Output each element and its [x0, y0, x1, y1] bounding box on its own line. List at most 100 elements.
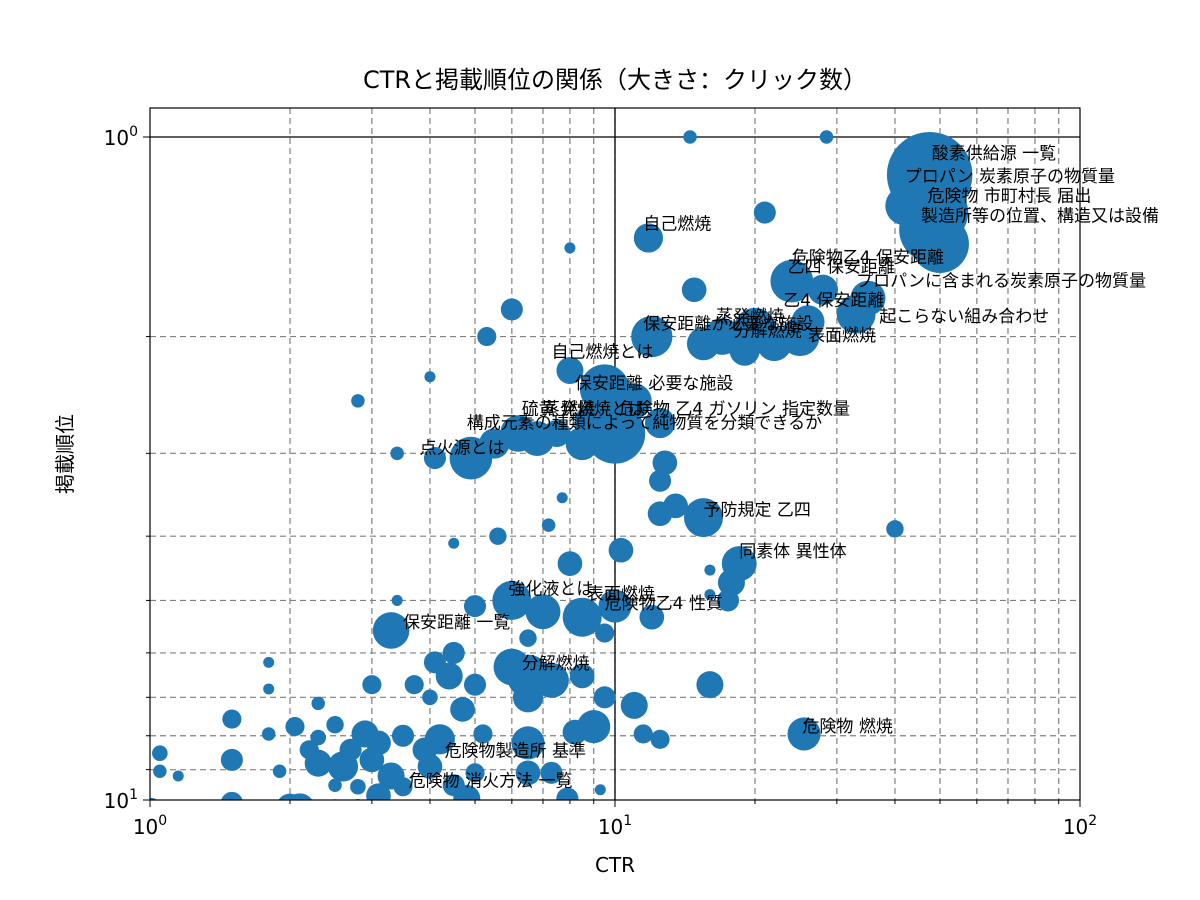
y-axis-label: 掲載順位: [53, 414, 77, 494]
data-point: [391, 594, 403, 606]
point-annotation: 蒸発燃焼とは: [543, 399, 645, 419]
data-point: [511, 726, 545, 760]
data-point: [633, 223, 664, 253]
data-point: [593, 686, 616, 709]
data-point: [328, 778, 342, 792]
data-point: [423, 651, 446, 674]
point-annotation: 乙四 保安距離: [788, 257, 895, 277]
data-point: [704, 564, 716, 576]
data-point: [222, 709, 242, 729]
data-point: [819, 130, 834, 144]
point-annotation: 危険物 市町村長 届出: [928, 186, 1092, 206]
data-point: [569, 663, 595, 689]
data-point: [299, 740, 319, 760]
point-annotation: 製造所等の位置、構造又は設備: [921, 206, 1159, 226]
data-point: [753, 201, 776, 224]
data-point: [770, 259, 814, 303]
data-point: [911, 215, 969, 273]
data-point: [525, 594, 561, 630]
point-annotation: 起こらない組み合わせ: [879, 307, 1049, 327]
point-annotation: 分解燃焼: [522, 654, 590, 674]
data-point: [556, 492, 568, 504]
point-annotation: 危険物 乙4 ガソリン 指定数量: [619, 399, 850, 419]
data-point: [686, 327, 721, 361]
data-point: [519, 629, 537, 647]
point-annotation: 乙4 保安距離: [783, 291, 884, 311]
data-point: [310, 729, 327, 746]
data-point: [683, 130, 697, 144]
data-point: [616, 383, 652, 419]
point-annotation: 酸素供給源 一覧: [932, 144, 1056, 164]
data-point: [716, 589, 740, 612]
data-point: [424, 371, 436, 383]
point-annotation: 保安距離 一覧: [403, 613, 510, 633]
data-point: [512, 682, 544, 713]
data-point: [442, 641, 465, 664]
data-point: [390, 446, 404, 461]
point-annotation: 構成元素の種類によって純物質を分類できるか: [467, 413, 822, 433]
data-point: [450, 697, 475, 722]
data-point: [595, 623, 615, 643]
data-point: [326, 716, 344, 734]
data-point: [372, 612, 410, 649]
data-point: [448, 537, 460, 549]
data-point: [366, 783, 391, 800]
data-point: [423, 447, 446, 470]
point-annotation: 表面燃焼: [808, 326, 876, 346]
data-point: [391, 724, 415, 747]
point-annotation: 分解燃焼: [734, 322, 802, 342]
data-point: [285, 717, 305, 737]
data-point: [850, 280, 886, 316]
data-point: [442, 774, 465, 797]
data-point: [272, 764, 287, 779]
point-annotation: プロパン 炭素原子の物質量: [905, 167, 1115, 187]
point-annotation: 表面燃焼: [587, 584, 655, 604]
data-point: [541, 518, 556, 532]
data-point: [650, 729, 670, 749]
data-point: [479, 428, 510, 459]
data-point: [362, 675, 382, 695]
data-point: [564, 242, 576, 254]
data-point: [261, 727, 276, 741]
data-point: [463, 595, 487, 618]
data-point: [886, 520, 904, 538]
x-tick-exponent: 1: [623, 813, 632, 829]
data-point: [350, 778, 366, 795]
data-point: [639, 604, 665, 630]
y-tick-exponent: 0: [129, 124, 138, 140]
data-point: [594, 784, 606, 796]
data-point: [263, 683, 275, 695]
data-point: [221, 791, 243, 800]
data-point: [791, 305, 825, 339]
data-point: [473, 724, 493, 744]
data-point: [463, 673, 487, 696]
data-point: [417, 754, 443, 779]
point-annotation: 危険物乙4 性質: [605, 594, 723, 614]
data-point: [885, 186, 925, 226]
data-point: [311, 696, 325, 711]
data-point: [787, 717, 821, 751]
data-point: [633, 724, 653, 744]
data-point: [393, 777, 413, 797]
data-point: [557, 551, 583, 576]
data-point: [359, 747, 385, 773]
data-point: [351, 394, 365, 408]
data-point: [717, 569, 745, 597]
point-annotation: 予防規定 乙四: [704, 500, 811, 520]
data-point: [543, 419, 571, 447]
data-point: [172, 770, 184, 782]
data-point: [278, 793, 302, 800]
point-annotation: 自己燃焼とは: [551, 342, 653, 362]
data-point: [598, 589, 632, 623]
points-layer: [150, 130, 973, 800]
data-point: [153, 764, 167, 779]
point-annotation: 危険物 燃焼: [802, 717, 892, 737]
data-point: [477, 327, 497, 347]
point-annotation: プロパンに含まれる炭素原子の物質量: [856, 271, 1146, 291]
data-point: [652, 450, 678, 476]
data-point: [540, 761, 563, 784]
data-point: [492, 580, 532, 620]
point-annotation: 保安距離が必要な施設: [643, 314, 813, 334]
